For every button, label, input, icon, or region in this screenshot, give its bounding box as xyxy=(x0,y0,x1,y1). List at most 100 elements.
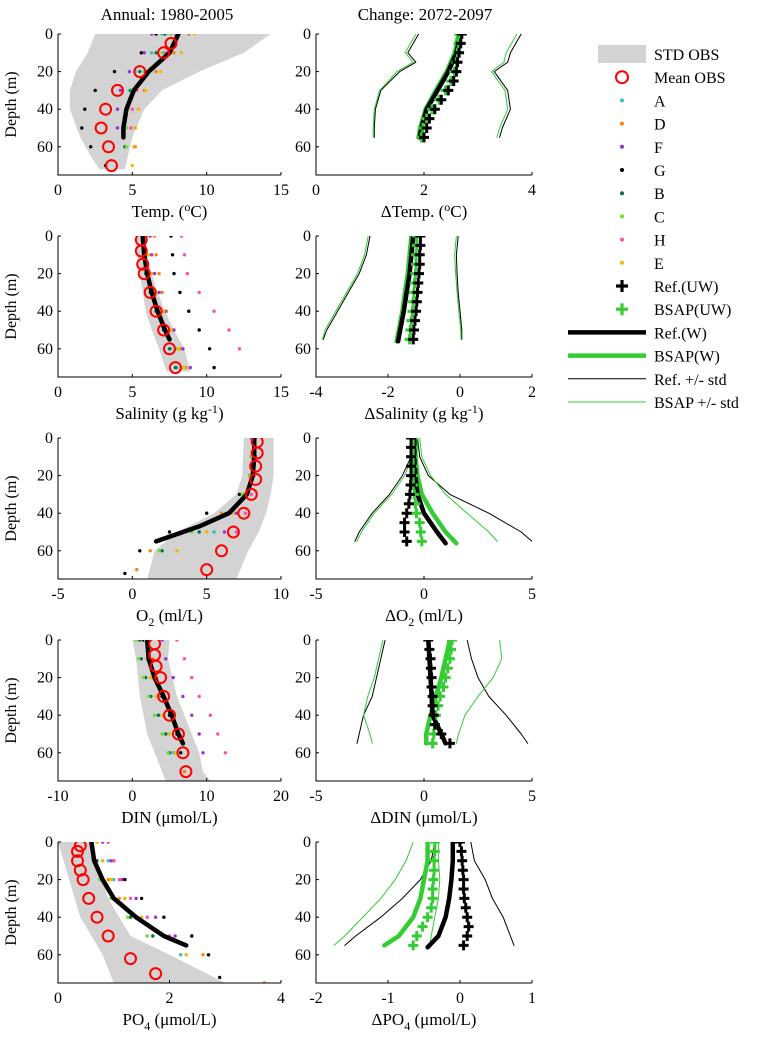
model-F-point xyxy=(181,347,185,351)
ref-w-line xyxy=(425,842,456,950)
model-G-point xyxy=(139,51,143,55)
mean-obs-point xyxy=(215,544,228,558)
model-H-point xyxy=(185,271,189,276)
model-H-point xyxy=(182,253,187,257)
x-tick-label: 0 xyxy=(128,586,136,603)
model-B-point xyxy=(154,51,158,55)
ref-uw-marker xyxy=(412,287,423,298)
ref-uw-marker xyxy=(436,729,447,739)
model-E-point xyxy=(179,51,184,55)
legend-item: BSAP(UW) xyxy=(616,302,731,319)
model-C-point xyxy=(124,145,129,149)
bsap-uw-marker xyxy=(411,931,422,941)
ref-minus-std-line xyxy=(373,34,420,138)
model-A-point xyxy=(150,51,154,55)
model-B-point xyxy=(156,713,161,717)
bsap-w-line xyxy=(382,842,430,948)
y-tick-label: 60 xyxy=(37,543,53,560)
plot-area xyxy=(356,640,529,749)
model-E-point xyxy=(205,530,209,534)
model-G-point xyxy=(93,88,97,93)
mean-obs-point xyxy=(157,46,171,60)
model-F-point xyxy=(197,732,201,736)
legend-label: B xyxy=(654,186,665,203)
model-H-point xyxy=(190,675,194,680)
mean-obs-point xyxy=(237,506,251,520)
mean-obs-point xyxy=(164,36,178,50)
model-G-point xyxy=(187,309,191,313)
y-axis-label: Depth (m) xyxy=(3,879,20,945)
panel-salinity-annual: 0 5 10 15 0 20 40 60 Depth (m) Salinity (g kg-1) xyxy=(3,228,289,423)
bsap-plus-std-line xyxy=(491,34,518,138)
bsap-minus-std-line xyxy=(322,236,369,340)
x-tick-label: 5 xyxy=(528,586,536,603)
legend-dot-marker xyxy=(620,168,624,172)
ref-uw-marker xyxy=(421,123,432,133)
model-E-point xyxy=(169,328,173,332)
x-tick-label: 2 xyxy=(166,990,174,1007)
x-tick-label: 0 xyxy=(54,182,62,199)
model-B-point xyxy=(139,657,143,661)
plot-area xyxy=(322,236,463,345)
model-H-point xyxy=(212,309,216,313)
model-E-point xyxy=(132,145,136,149)
legend-item: A xyxy=(620,93,666,110)
model-G-point xyxy=(190,934,194,938)
std-obs-band xyxy=(69,34,271,170)
legend-item: BSAP +/- std xyxy=(568,395,739,412)
model-G-point xyxy=(139,896,144,901)
model-E-point xyxy=(130,163,134,168)
mean-obs-point xyxy=(90,910,104,924)
y-tick-label: 20 xyxy=(37,64,53,81)
ref-uw-marker xyxy=(413,278,424,288)
bsap-uw-marker xyxy=(411,508,422,519)
model-B-point xyxy=(167,347,172,351)
mean-obs-point xyxy=(134,244,148,258)
mean-obs-point xyxy=(94,121,108,135)
bsap-uw-marker xyxy=(444,653,455,664)
mean-obs-point xyxy=(154,671,168,685)
bsap-uw-marker xyxy=(438,682,449,692)
x-tick-label: 5 xyxy=(528,788,536,805)
model-H-point xyxy=(182,657,187,661)
model-B-point xyxy=(128,915,133,919)
mean-obs-point xyxy=(176,746,190,760)
ref-uw-marker xyxy=(458,884,469,894)
legend-item: BSAP(W) xyxy=(568,349,720,366)
model-B-point xyxy=(138,640,142,642)
x-tick-label: 20 xyxy=(273,788,289,805)
model-E-point xyxy=(154,694,158,699)
legend-item: H xyxy=(620,233,666,250)
ref-uw-marker xyxy=(419,132,429,143)
y-tick-label: 20 xyxy=(295,64,311,81)
model-H-point xyxy=(197,694,201,699)
ref-uw-marker xyxy=(444,738,455,749)
mean-obs-point xyxy=(101,929,115,943)
model-E-point xyxy=(161,309,166,313)
model-G-point xyxy=(212,365,216,370)
model-E-point xyxy=(158,69,163,74)
ref-uw-marker xyxy=(425,653,436,664)
y-axis-label: Depth (m) xyxy=(3,71,20,137)
x-tick-label: 10 xyxy=(199,182,215,199)
std-obs-band xyxy=(147,438,274,579)
model-G-point xyxy=(197,328,201,332)
model-F-point xyxy=(171,675,175,680)
ref-w-line xyxy=(89,842,189,948)
model-B-point xyxy=(197,530,201,534)
model-D-point xyxy=(152,236,157,238)
ref-uw-marker xyxy=(457,855,468,866)
model-F-point xyxy=(115,126,120,130)
ref-uw-marker xyxy=(458,874,469,885)
legend-item: C xyxy=(620,209,665,226)
model-E-point xyxy=(144,88,148,93)
y-tick-label: 40 xyxy=(295,303,311,320)
y-tick-label: 40 xyxy=(37,505,53,522)
model-F-point xyxy=(157,290,161,295)
model-A-point xyxy=(179,953,183,957)
ref-plus-std-line xyxy=(466,640,529,744)
legend-dot-marker xyxy=(620,214,624,219)
legend-item: Ref.(W) xyxy=(568,325,707,342)
x-tick-label: 10 xyxy=(199,384,215,401)
legend-item: E xyxy=(620,256,664,273)
